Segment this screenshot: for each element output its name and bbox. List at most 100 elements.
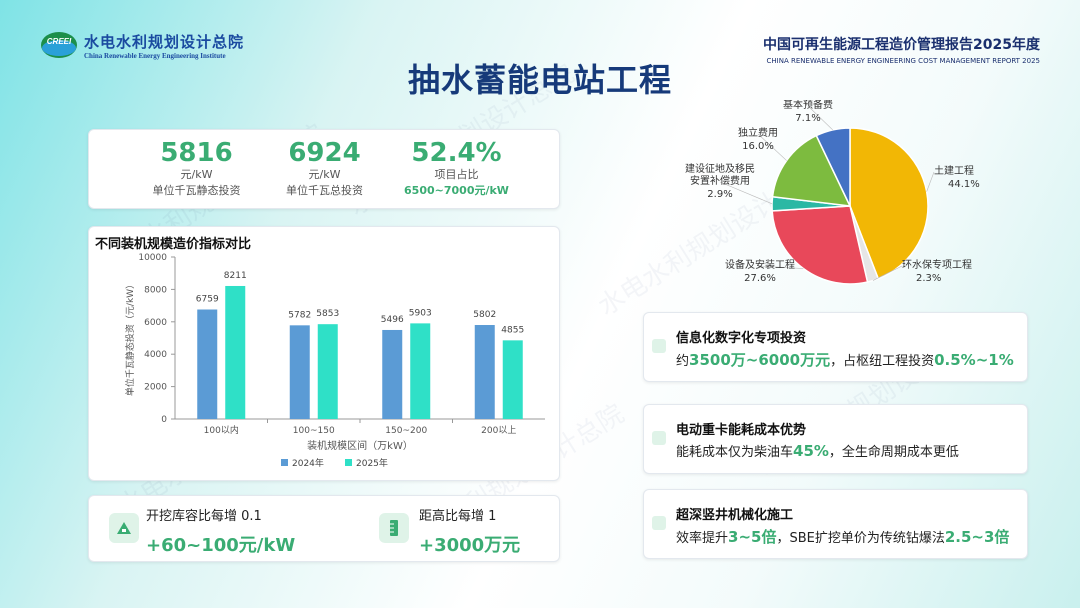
creei-logo-icon: CREEI	[41, 32, 77, 58]
bar-chart-title: 不同装机规模造价指标对比	[95, 237, 252, 252]
pie-chart-area: 土建工程 44.1% 环水保专项工程 2.3% 设备及安装工程 27.6% 建设征地及移民安…	[640, 98, 1040, 300]
x-tick-label: 100以内	[204, 424, 239, 436]
y-tick-label: 6000	[144, 318, 167, 328]
info-card-digital: 信息化数字化专项投资 约3500万~6000万元，占枢纽工程投资0.5%~1%	[643, 312, 1028, 382]
pie-slice	[771, 134, 852, 207]
bar-value-label: 5496	[381, 315, 404, 325]
info-card-body: 能耗成本仅为柴油车45%，全生命周期成本更低	[676, 442, 959, 460]
drill-icon	[652, 516, 666, 530]
pie-slice-label: 环水保专项工程	[902, 258, 972, 271]
pie-slice-value: 2.9%	[707, 189, 732, 200]
bar-chart-card: 0 2000 4000 6000 8000 10000 单位千瓦静态投资（元/kW） 6759…	[88, 226, 560, 481]
pie-leader-line	[807, 105, 833, 131]
pie-slice-value: 44.1%	[948, 179, 980, 190]
pie-leader-line	[759, 265, 804, 269]
bar-2025	[317, 324, 338, 419]
pie-slice	[849, 127, 929, 280]
ruler-icon	[379, 513, 409, 543]
pie-leader-line	[872, 265, 903, 281]
kpi-value: 6924	[288, 138, 361, 168]
info-card-electric-truck: 电动重卡能耗成本优势 能耗成本仅为柴油车45%，全生命周期成本更低	[643, 404, 1028, 474]
legend-swatch	[281, 459, 288, 466]
bar-value-label: 5782	[288, 310, 311, 320]
pie-slice-label: 安置补偿费用	[690, 174, 750, 187]
pie-chart: 土建工程 44.1% 环水保专项工程 2.3% 设备及安装工程 27.6% 建设征地及移民安…	[685, 98, 980, 285]
info-card-shaft-construction: 超深竖井机械化施工 效率提升3~5倍，SBE扩挖单价为传统钻爆法2.5~3倍	[643, 489, 1028, 559]
bar-2025	[502, 340, 523, 419]
logo-cn-text: 水电水利规划设计总院	[84, 32, 245, 51]
bar-value-label: 5853	[316, 309, 339, 319]
bar-2024	[197, 309, 218, 419]
info-card-title: 超深竖井机械化施工	[676, 508, 794, 523]
kpi-label: 单位千瓦总投资	[286, 184, 363, 197]
bar-value-label: 4855	[501, 325, 524, 335]
pie-slice	[815, 127, 851, 207]
y-tick-label: 4000	[144, 350, 167, 360]
info-card-body: 约3500万~6000万元，占枢纽工程投资0.5%~1%	[676, 351, 1014, 369]
info-card-title: 信息化数字化专项投资	[676, 331, 807, 346]
pie-slice-label: 基本预备费	[783, 100, 833, 111]
kpi-unit: 元/kW	[308, 168, 341, 181]
truck-icon	[652, 431, 666, 445]
pie-slice-value: 27.6%	[744, 273, 776, 284]
bar-value-label: 5903	[409, 308, 432, 318]
pie-leader-line	[719, 181, 773, 205]
legend-label: 2025年	[356, 457, 388, 469]
page-title: 抽水蓄能电站工程	[407, 61, 672, 99]
pie-slice-label: 土建工程	[934, 164, 974, 177]
pie-leader-line	[926, 171, 935, 192]
pie-slice	[771, 205, 869, 285]
logo-en-text: China Renewable Energy Engineering Insti…	[84, 51, 226, 60]
institute-logo: CREEI 水电水利规划设计总院 China Renewable Energy …	[40, 30, 244, 60]
info-card-body: 效率提升3~5倍，SBE扩挖单价为传统钻爆法2.5~3倍	[676, 528, 1010, 546]
kpi-total-investment: 6924 元/kW 单位千瓦总投资	[267, 138, 382, 198]
report-title-cn: 中国可再生能源工程造价管理报告2025年度	[763, 37, 1040, 53]
distance-height-ratio-value: +3000万元	[419, 535, 521, 556]
legend-swatch	[345, 459, 352, 466]
y-tick-label: 2000	[144, 383, 167, 393]
excavation-ratio-value: +60~100元/kW	[146, 535, 296, 556]
x-axis-title: 装机规模区间（万kW）	[307, 439, 413, 452]
bar-value-label: 5802	[473, 310, 496, 320]
kpi-label: 单位千瓦静态投资	[152, 184, 241, 197]
y-axis-title: 单位千瓦静态投资（元/kW）	[124, 280, 136, 396]
impact-card: 开挖库容比每增 0.1 +60~100元/kW 距高比每增 1 +3000万元	[88, 495, 560, 562]
bar-value-label: 8211	[224, 271, 247, 281]
kpi-value: 5816	[160, 138, 233, 168]
chip-icon	[652, 339, 666, 353]
pie-slice-value: 2.3%	[916, 273, 941, 284]
x-tick-label: 150~200	[385, 426, 427, 436]
pie-slice-value: 16.0%	[742, 141, 774, 152]
kpi-static-investment: 5816 元/kW 单位千瓦静态投资	[139, 138, 254, 198]
excavation-ratio-label: 开挖库容比每增 0.1	[146, 509, 262, 524]
kpi-value: 52.4%	[411, 138, 502, 168]
logo-badge-text: CREEI	[47, 37, 72, 46]
kpi-project-share: 52.4% 项目占比 6500~7000元/kW	[394, 138, 519, 198]
x-tick-label: 200以上	[481, 425, 516, 436]
x-tick-label: 100~150	[293, 426, 335, 436]
bar-2024	[382, 329, 403, 419]
bar-2024	[289, 325, 310, 419]
pie-slice-label: 设备及安装工程	[725, 258, 795, 271]
bar-2024	[474, 325, 495, 419]
pie-slice-label: 建设征地及移民	[685, 162, 755, 175]
report-title-en: CHINA RENEWABLE ENERGY ENGINEERING COST …	[766, 57, 1040, 65]
pie-slice-value: 7.1%	[795, 113, 820, 124]
kpi-card: 5816 元/kW 单位千瓦静态投资 6924 元/kW 单位千瓦总投资 52.…	[88, 129, 560, 209]
kpi-label: 6500~7000元/kW	[404, 184, 509, 197]
pie-slice-label: 独立费用	[738, 126, 778, 139]
y-tick-label: 10000	[138, 253, 167, 263]
y-tick-label: 8000	[144, 285, 167, 295]
kpi-unit: 元/kW	[180, 168, 213, 181]
bar-2025	[225, 285, 246, 419]
y-tick-label: 0	[161, 415, 167, 425]
legend-label: 2024年	[292, 457, 324, 469]
report-title: 中国可再生能源工程造价管理报告2025年度 CHINA RENEWABLE EN…	[763, 34, 1040, 65]
pie-leader-line	[757, 133, 787, 161]
distance-height-ratio-label: 距高比每增 1	[419, 509, 497, 524]
bar-2025	[410, 323, 431, 419]
info-card-title: 电动重卡能耗成本优势	[676, 423, 807, 438]
kpi-unit: 项目占比	[434, 168, 479, 181]
bar-value-label: 6759	[196, 295, 219, 305]
mountain-icon	[109, 513, 139, 543]
